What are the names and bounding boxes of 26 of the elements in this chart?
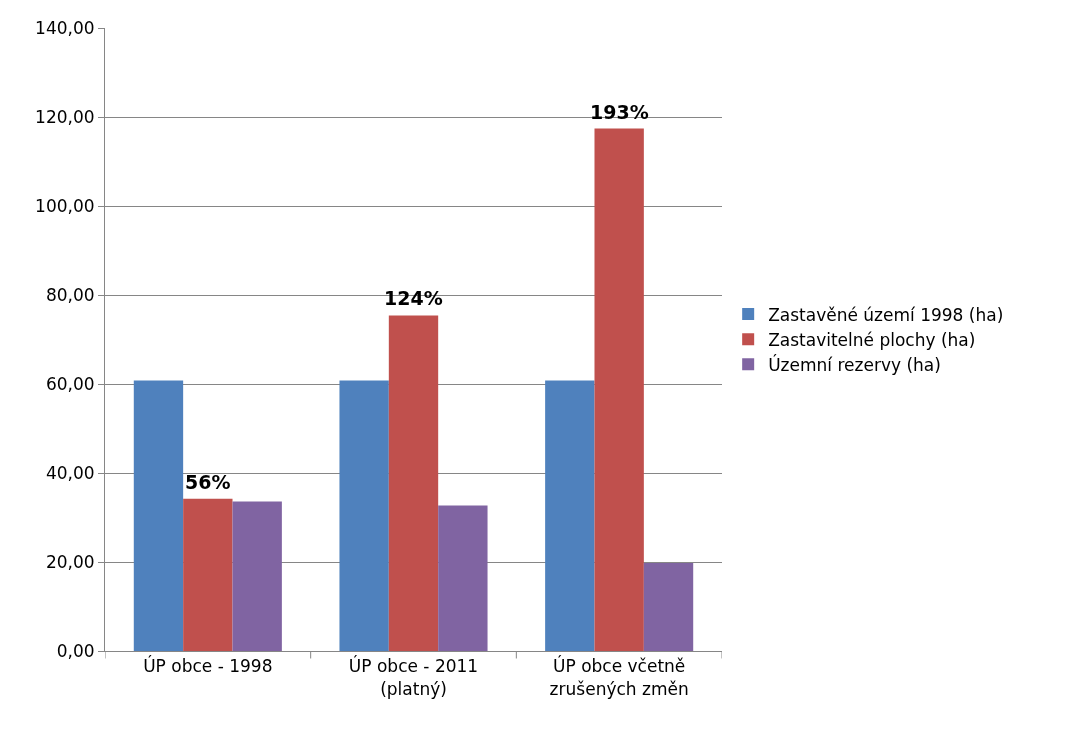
bar (133, 380, 184, 651)
y-tick-label: 120,00 (35, 106, 95, 127)
bar (438, 505, 488, 651)
x-tick-label: ÚP obce včetně zrušených změn (549, 655, 689, 699)
x-tick-label: ÚP obce - 2011 (platný) (348, 655, 479, 699)
y-tick-label: 140,00 (35, 17, 95, 38)
annotation: 193% (590, 101, 649, 123)
bar (183, 498, 233, 651)
annotation: 124% (384, 287, 443, 309)
bar (594, 128, 644, 651)
bar (339, 380, 389, 651)
legend-label: Územní rezervy (ha) (768, 353, 941, 375)
y-tick-label: 60,00 (45, 373, 95, 394)
y-tick-label: 20,00 (45, 551, 95, 572)
y-tick-label: 100,00 (35, 195, 95, 216)
annotation: 56% (185, 471, 231, 493)
bar (643, 562, 694, 651)
y-tick-label: 40,00 (45, 462, 95, 483)
bar (388, 315, 439, 651)
bar (545, 380, 595, 651)
y-tick-label: 80,00 (45, 284, 95, 305)
y-tick-label: 0,00 (56, 640, 95, 661)
x-tick-label: ÚP obce - 1998 (143, 655, 273, 677)
legend-label: Zastavěné území 1998 (ha) (768, 304, 1004, 325)
bar (232, 501, 282, 651)
legend-label: Zastavitelné plochy (ha) (768, 329, 976, 350)
